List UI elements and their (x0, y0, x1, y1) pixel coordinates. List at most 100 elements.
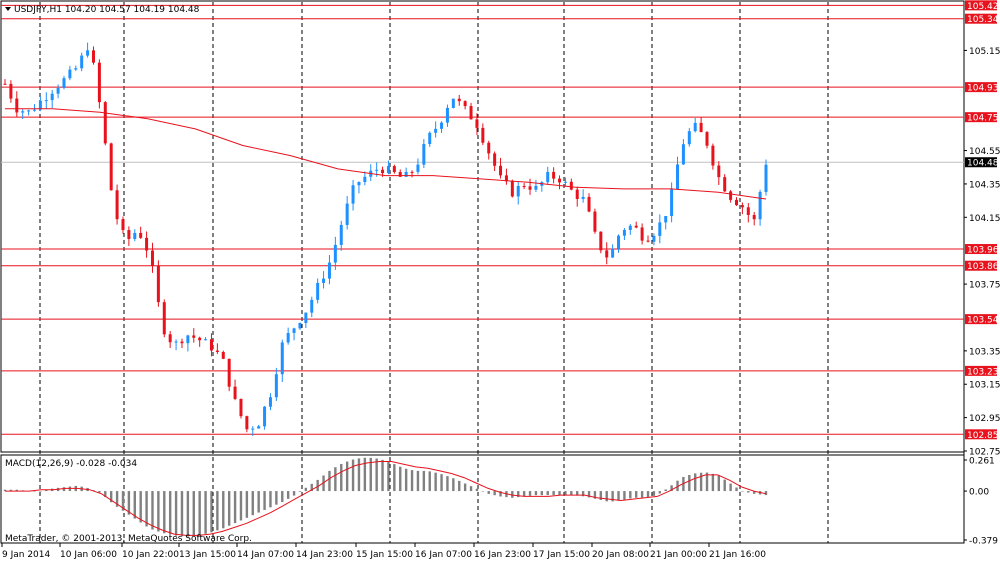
candle-30 (180, 338, 184, 349)
macd-bar-109 (646, 491, 650, 498)
candle-110 (652, 233, 656, 246)
time-label-11: 21 Jan 00:00 (650, 550, 707, 560)
candle-74 (440, 121, 444, 133)
candle-72 (428, 131, 432, 147)
candle-35 (209, 333, 213, 357)
candle-125 (740, 202, 744, 215)
macd-bar-88 (522, 491, 526, 497)
candle-85 (504, 168, 508, 185)
macd-bar-41 (245, 491, 249, 518)
macd-bar-98 (581, 491, 585, 497)
macd-bar-47 (281, 491, 284, 503)
macd-bar-113 (670, 485, 673, 492)
candle-54 (322, 271, 326, 289)
candle-118 (699, 116, 703, 133)
candle-11 (68, 65, 72, 81)
level-tag-2 (965, 82, 997, 93)
candle-121 (717, 161, 721, 185)
candle-62 (369, 164, 373, 181)
macd-bar-2 (15, 489, 18, 492)
candle-59 (351, 179, 355, 211)
candle-24 (145, 231, 149, 258)
macd-bar-25 (151, 491, 154, 530)
macd-histogram (3, 457, 768, 537)
macd-bar-40 (239, 491, 243, 521)
candle-15 (91, 46, 95, 65)
macd-bar-118 (699, 472, 703, 492)
candle-0 (3, 79, 7, 85)
candle-88 (522, 183, 526, 190)
macd-bar-5 (33, 491, 36, 492)
candle-80 (475, 113, 479, 135)
candle-48 (286, 327, 290, 345)
candle-108 (640, 223, 644, 245)
candle-7 (44, 92, 48, 109)
candle-124 (735, 197, 739, 206)
candle-50 (298, 322, 302, 330)
macd-bar-123 (729, 483, 732, 492)
candle-93 (552, 167, 556, 184)
candle-27 (162, 299, 166, 338)
level-tag-5 (965, 260, 997, 271)
macd-bar-94 (558, 491, 561, 496)
macd-bar-78 (463, 483, 467, 492)
macd-bar-92 (546, 491, 549, 496)
level-label-1: 105.34 (967, 15, 999, 25)
macd-bar-90 (534, 491, 538, 496)
candle-34 (204, 337, 208, 341)
candle-32 (192, 328, 196, 343)
macd-bar-108 (640, 491, 644, 498)
candle-16 (97, 59, 101, 109)
macd-bar-81 (481, 491, 485, 492)
candle-61 (363, 171, 367, 186)
level-tag-7 (965, 365, 997, 376)
candle-8 (50, 89, 54, 109)
candle-20 (121, 216, 125, 234)
time-label-6: 15 Jan 15:00 (356, 550, 413, 560)
level-label-3: 104.75 (967, 114, 999, 124)
candle-73 (434, 121, 438, 138)
macd-bar-124 (735, 487, 738, 492)
macd-bar-105 (623, 491, 626, 500)
macd-bar-84 (499, 491, 502, 497)
candle-45 (268, 393, 272, 411)
time-label-7: 16 Jan 07:00 (415, 550, 472, 560)
macd-bar-120 (711, 473, 715, 492)
macd-bar-89 (528, 491, 532, 496)
macd-bar-6 (39, 491, 42, 492)
candle-81 (481, 123, 485, 146)
candle-55 (327, 254, 331, 285)
candle-123 (729, 190, 733, 203)
level-tag-3 (965, 112, 997, 123)
macd-bar-29 (174, 491, 178, 536)
level-label-7: 103.23 (967, 367, 999, 377)
macd-bar-0 (3, 489, 7, 492)
candle-9 (56, 84, 60, 99)
candle-23 (139, 226, 143, 239)
macd-bar-52 (310, 483, 313, 492)
candle-105 (622, 227, 626, 241)
candle-21 (127, 226, 131, 246)
candle-89 (528, 178, 532, 195)
candle-17 (103, 101, 107, 146)
candle-38 (227, 358, 231, 392)
dropdown-triangle-icon[interactable] (5, 7, 11, 11)
candle-98 (581, 189, 585, 203)
macd-bar-87 (517, 491, 520, 498)
candle-126 (746, 202, 750, 223)
candle-56 (333, 236, 337, 270)
macd-bar-57 (340, 463, 343, 492)
price-tick-3: 104.15 (969, 214, 1000, 224)
macd-bar-48 (286, 491, 290, 499)
macd-bar-30 (180, 491, 184, 537)
macd-bar-69 (410, 470, 414, 492)
candle-99 (587, 193, 591, 213)
macd-bar-66 (393, 464, 396, 492)
time-axis: 9 Jan 2014 10 Jan 06:00 10 Jan 22:00 13 Jan… (1, 543, 766, 560)
macd-bar-110 (652, 491, 656, 496)
macd-bar-63 (375, 458, 378, 492)
macd-bar-28 (168, 491, 172, 535)
time-label-9: 17 Jan 15:00 (533, 550, 590, 560)
candle-127 (752, 211, 756, 226)
candles (3, 42, 768, 436)
